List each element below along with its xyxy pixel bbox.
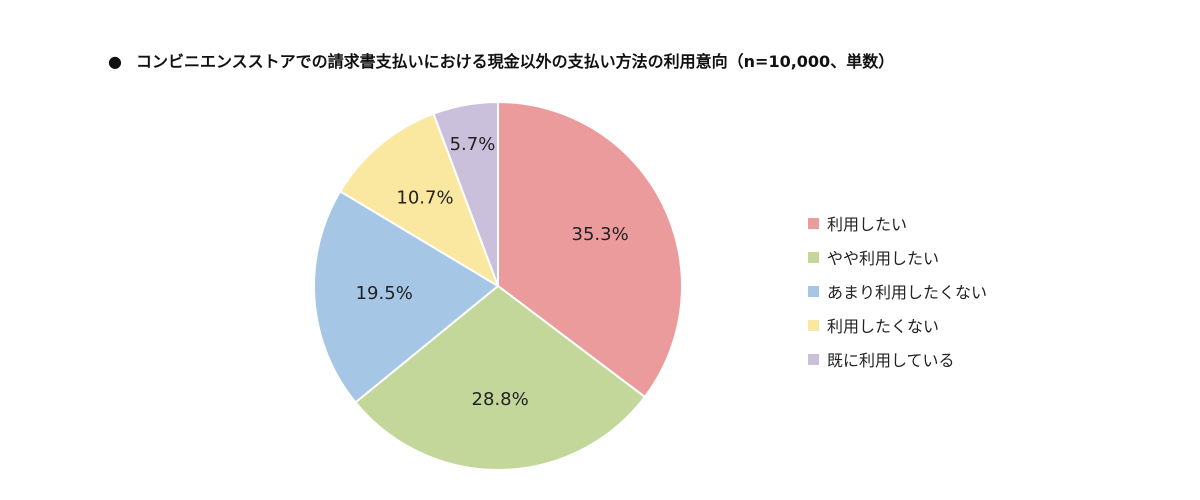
pie-slice-1 [497, 100, 683, 399]
legend-label: やや利用したい [827, 249, 940, 268]
legend-item-1: 利用したい [808, 206, 987, 240]
legend-swatch [808, 285, 819, 297]
data-label-5: 5.7% [450, 134, 496, 155]
chart-title: ● コンビニエンスストアでの請求書支払いにおける現金以外の支払い方法の利用意向（n… [108, 48, 894, 72]
legend-swatch [808, 319, 819, 331]
data-label-4: 10.7% [396, 187, 453, 208]
data-label-3: 19.5% [356, 283, 413, 304]
data-label-2: 28.8% [472, 389, 529, 410]
pie-slice-5 [432, 100, 499, 287]
legend-label: 利用したくない [827, 317, 940, 336]
legend-swatch [808, 251, 819, 263]
title-text: コンビニエンスストアでの請求書支払いにおける現金以外の支払い方法の利用意向（n=… [135, 52, 895, 71]
title-bullet: ● [108, 52, 122, 71]
legend-label: 既に利用している [827, 351, 955, 370]
pie-slice-3 [313, 189, 500, 404]
legend-item-5: 既に利用している [808, 342, 987, 376]
legend: 利用したいやや利用したいあまり利用したくない 利用したくない 既に利用している [808, 206, 987, 376]
legend-swatch [808, 217, 819, 229]
legend-item-3: あまり利用したくない [808, 274, 987, 308]
pie-slice-2 [354, 284, 647, 471]
legend-label: あまり利用したくない [827, 283, 988, 302]
data-label-1: 35.3% [572, 224, 629, 245]
legend-swatch [808, 353, 819, 365]
legend-label: 利用したい [827, 215, 908, 234]
legend-item-4: 利用したくない [808, 308, 987, 342]
legend-item-2: やや利用したい [808, 240, 987, 274]
pie-slice-4 [338, 112, 500, 289]
